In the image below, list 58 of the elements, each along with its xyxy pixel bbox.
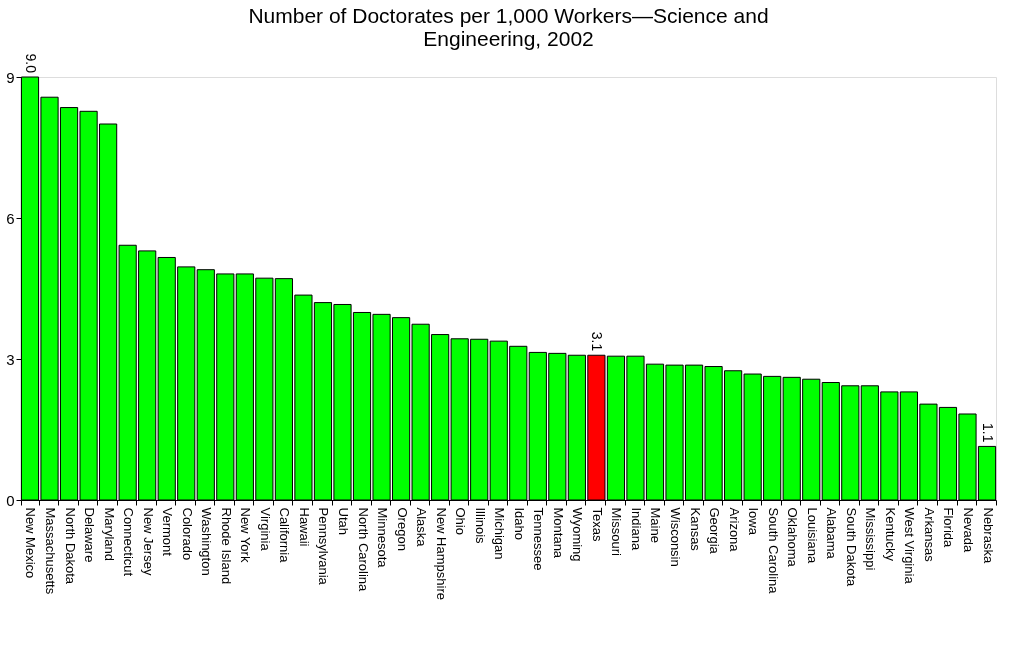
x-tick-label: Wisconsin: [668, 507, 684, 567]
x-tick-label: New Hampshire: [433, 507, 449, 600]
x-tick-label: Kansas: [687, 507, 703, 552]
x-tick-label: Mississippi: [863, 507, 879, 571]
y-tick-label: 9: [6, 68, 15, 86]
x-tick-label: Arkansas: [921, 507, 937, 563]
x-tick-label: Michigan: [492, 507, 508, 560]
x-tick-label: Idaho: [511, 507, 527, 541]
x-tick-label: Tennessee: [531, 507, 547, 571]
x-tick-label: Wyoming: [570, 507, 586, 562]
y-tick-label: 3: [6, 350, 15, 368]
x-tick-label: California: [277, 507, 293, 564]
x-tick-label: Hawaii: [296, 507, 312, 547]
chart-title: Number of Doctorates per 1,000 Workers—Science and Engineering, 2002: [248, 3, 769, 50]
x-tick-label: Delaware: [82, 507, 98, 563]
x-tick-label: Nevada: [960, 507, 976, 554]
x-tick-label: Maryland: [101, 507, 117, 561]
x-tick-label: Maine: [648, 507, 664, 543]
x-tick-label: Illinois: [472, 507, 488, 545]
x-tick-label: Georgia: [707, 507, 723, 555]
x-tick-label: Nebraska: [980, 507, 996, 564]
x-tick-label: Massachusetts: [43, 507, 59, 595]
x-tick-label: Minnesota: [375, 507, 391, 569]
x-tick-label: Vermont: [160, 507, 176, 557]
x-tick-label: Colorado: [179, 507, 195, 561]
x-tick-label: Oregon: [394, 507, 410, 551]
data-label: 1.1: [980, 422, 997, 443]
x-tick-label: Louisiana: [804, 507, 820, 564]
x-tick-label: Arizona: [726, 507, 742, 553]
x-tick-label: Washington: [199, 507, 215, 576]
x-tick-label: Ohio: [453, 507, 469, 535]
x-tick-label: New York: [238, 507, 254, 563]
x-tick-label: North Dakota: [62, 507, 78, 585]
x-tick-label: Alabama: [824, 507, 840, 560]
data-label: 3.1: [589, 331, 606, 352]
x-tick-label: Montana: [550, 507, 566, 559]
y-tick-label: 0: [6, 491, 15, 509]
x-tick-label: New Jersey: [140, 507, 156, 576]
x-tick-label: Virginia: [257, 507, 273, 552]
x-tick-label: Alaska: [414, 507, 430, 548]
data-label: 9.0: [22, 53, 39, 74]
x-tick-label: South Dakota: [843, 507, 859, 588]
x-tick-label: Connecticut: [121, 507, 137, 577]
x-tick-label: Oklahoma: [785, 507, 801, 568]
x-tick-label: Texas: [589, 507, 605, 542]
x-tick-label: South Carolina: [765, 507, 781, 595]
y-tick-label: 6: [6, 209, 15, 227]
x-tick-label: Kentucky: [882, 507, 898, 562]
x-tick-label: Utah: [335, 507, 351, 535]
x-tick-label: West Virginia: [902, 507, 918, 585]
x-tick-label: Pennsylvania: [316, 507, 332, 586]
x-tick-label: Iowa: [746, 507, 762, 536]
x-tick-label: New Mexico: [23, 507, 39, 579]
x-tick-label: Rhode Island: [218, 507, 234, 585]
x-tick-label: Indiana: [628, 507, 644, 551]
x-tick-label: Missouri: [609, 507, 625, 557]
x-tick-label: Florida: [941, 507, 957, 549]
x-tick-label: North Carolina: [355, 507, 371, 593]
